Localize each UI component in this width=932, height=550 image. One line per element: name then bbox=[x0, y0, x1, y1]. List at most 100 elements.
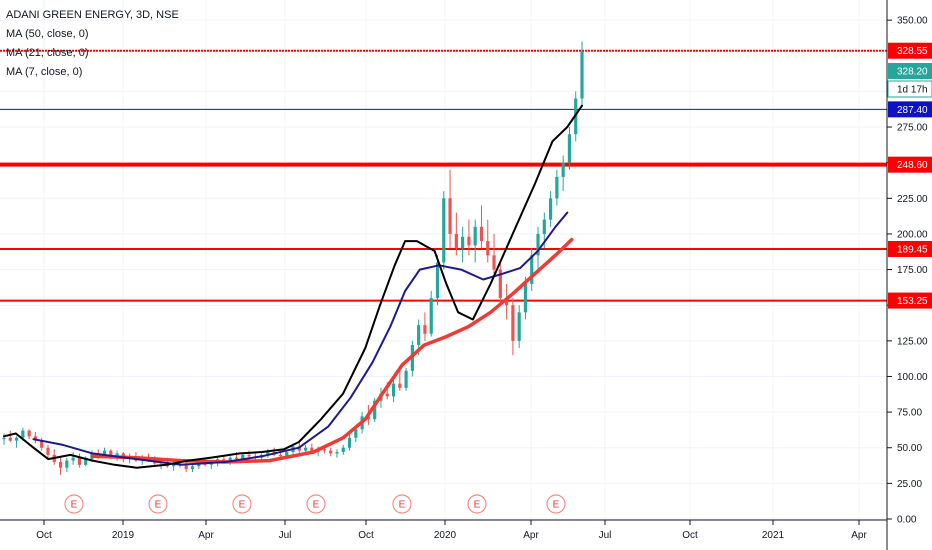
last-price-tag bbox=[888, 63, 932, 79]
candle-body bbox=[454, 233, 458, 249]
last-price-label: 328.20 bbox=[897, 67, 928, 78]
x-tick-label: Apr bbox=[851, 530, 867, 541]
candle-body bbox=[109, 450, 113, 457]
earnings-marker[interactable] bbox=[232, 494, 252, 514]
candle-body bbox=[492, 255, 496, 270]
y-tick-label: 75.00 bbox=[897, 408, 922, 419]
candle-body bbox=[21, 430, 25, 438]
candle-body bbox=[523, 283, 528, 313]
x-tick-label: Apr bbox=[198, 530, 214, 541]
candle-body bbox=[303, 447, 308, 451]
earnings-marker-label: E bbox=[71, 500, 78, 511]
x-tick-label: 2021 bbox=[762, 530, 785, 541]
candle-body bbox=[190, 466, 195, 470]
level-price-label: 153.25 bbox=[897, 296, 928, 307]
chart-title[interactable]: ADANI GREEN ENERGY, 3D, NSE bbox=[6, 9, 179, 21]
candle-body bbox=[511, 305, 515, 341]
candle-body bbox=[479, 226, 484, 242]
legend-ma-50[interactable]: MA (50, close, 0) bbox=[6, 28, 89, 40]
candle-body bbox=[442, 198, 446, 263]
price-tags: 328.55 287.40 248.60 189.45 153.25 328.20 1d 1… bbox=[887, 42, 932, 309]
candle-body bbox=[341, 447, 345, 453]
candle-body bbox=[285, 452, 289, 457]
candle-body bbox=[40, 440, 44, 448]
x-tick-label: 2019 bbox=[112, 530, 135, 541]
candle-body bbox=[46, 447, 50, 455]
candle-body bbox=[58, 461, 63, 468]
candle-body bbox=[84, 459, 88, 465]
candle-body bbox=[77, 457, 81, 465]
earnings-marker[interactable] bbox=[467, 494, 487, 514]
countdown-tag bbox=[887, 80, 932, 98]
candle-body bbox=[404, 370, 408, 388]
candle-body bbox=[498, 269, 502, 299]
horizontal-levels[interactable] bbox=[0, 49, 887, 302]
candle-body bbox=[542, 219, 546, 234]
level-price-tag bbox=[888, 101, 932, 118]
level-price-tag bbox=[888, 156, 932, 173]
candle-body bbox=[184, 464, 188, 470]
candle-body bbox=[14, 437, 19, 441]
candle-body bbox=[435, 262, 440, 299]
earnings-marker-label: E bbox=[553, 500, 560, 511]
candle-body bbox=[2, 437, 6, 440]
candle-body bbox=[429, 298, 433, 334]
y-tick-label: 25.00 bbox=[897, 479, 922, 490]
earnings-marker[interactable] bbox=[392, 494, 412, 514]
legend-ma-21[interactable]: MA (21, close, 0) bbox=[6, 47, 89, 59]
candle-body bbox=[27, 430, 31, 437]
candle-body bbox=[391, 383, 396, 397]
time-axis[interactable]: Oct 2019 Apr Jul Oct 2020 Apr Jul Oct 2021 Apr bbox=[36, 520, 867, 541]
candle-body bbox=[8, 437, 12, 441]
ma-21-line bbox=[32, 211, 569, 466]
x-tick-label: Apr bbox=[523, 530, 539, 541]
candle-body bbox=[65, 460, 69, 468]
y-tick-label: 175.00 bbox=[897, 265, 928, 276]
candle-body bbox=[448, 198, 452, 234]
moving-average-lines bbox=[3, 104, 583, 469]
y-tick-label: 0.00 bbox=[897, 515, 917, 526]
candle-body bbox=[71, 457, 75, 461]
candle-body bbox=[486, 241, 490, 256]
candle-body bbox=[423, 325, 427, 334]
x-tick-label: 2020 bbox=[434, 530, 457, 541]
candle-body bbox=[536, 233, 540, 256]
earnings-marker[interactable] bbox=[306, 494, 326, 514]
candle-body bbox=[417, 325, 421, 346]
y-tick-label: 350.00 bbox=[897, 16, 928, 27]
candle-body bbox=[335, 452, 339, 454]
candle-body bbox=[548, 198, 553, 220]
y-tick-label: 100.00 bbox=[897, 372, 928, 383]
earnings-marker[interactable] bbox=[546, 494, 566, 514]
candle-body bbox=[247, 454, 251, 457]
earnings-marker-label: E bbox=[155, 500, 162, 511]
candle-body bbox=[33, 436, 38, 441]
candle-body bbox=[373, 400, 377, 420]
candle-body bbox=[555, 176, 559, 199]
candle-body bbox=[473, 226, 477, 246]
level-price-label: 248.60 bbox=[897, 160, 928, 171]
x-tick-label: Oct bbox=[36, 530, 52, 541]
level-price-label: 328.55 bbox=[897, 46, 928, 57]
candle-body bbox=[228, 457, 232, 462]
candle-body bbox=[467, 236, 471, 246]
x-tick-label: Jul bbox=[599, 530, 612, 541]
candle-body bbox=[115, 453, 119, 457]
countdown-label: 1d 17h bbox=[897, 85, 928, 96]
earnings-marker[interactable] bbox=[64, 494, 84, 514]
earnings-marker[interactable] bbox=[148, 494, 168, 514]
candle-body bbox=[385, 393, 389, 397]
candle-body bbox=[102, 450, 107, 455]
candle-body bbox=[329, 450, 333, 454]
earnings-marker-label: E bbox=[474, 500, 481, 511]
y-tick-label: 225.00 bbox=[897, 194, 928, 205]
candle-body bbox=[567, 134, 572, 163]
x-tick-label: Oct bbox=[358, 530, 374, 541]
earnings-marker-label: E bbox=[239, 500, 246, 511]
chart-legend: ADANI GREEN ENERGY, 3D, NSE MA (50, clos… bbox=[6, 6, 179, 82]
x-tick-label: Jul bbox=[279, 530, 292, 541]
legend-ma-7[interactable]: MA (7, close, 0) bbox=[6, 66, 83, 78]
candle-body bbox=[366, 416, 370, 420]
